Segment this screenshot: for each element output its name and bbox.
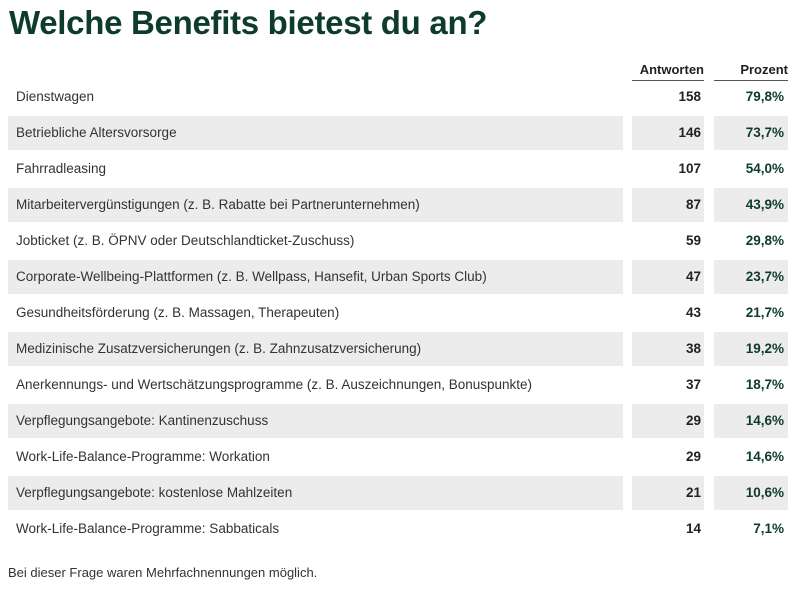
- row-answers: 87: [632, 188, 704, 222]
- table-row: Work-Life-Balance-Programme: Workation 29…: [8, 440, 790, 476]
- row-answers: 29: [685, 449, 701, 464]
- row-label: Work-Life-Balance-Programme: Workation: [16, 449, 270, 464]
- row-answers: 37: [685, 377, 701, 392]
- row-percent: 79,8%: [745, 89, 784, 104]
- row-answers: 14: [685, 521, 701, 536]
- table-row: Verpflegungsangebote: kostenlose Mahlzei…: [8, 476, 790, 512]
- table-row: Verpflegungsangebote: Kantinenzuschuss 29…: [8, 404, 790, 440]
- row-label: Betriebliche Altersvorsorge: [8, 116, 623, 150]
- table-row: Dienstwagen 158 79,8%: [8, 80, 790, 116]
- row-percent: 18,7%: [745, 377, 784, 392]
- table-body: Dienstwagen 158 79,8% Betriebliche Altersvo…: [8, 80, 790, 548]
- table-row: Jobticket (z. B. ÖPNV oder Deutschlandti…: [8, 224, 790, 260]
- row-label: Fahrradleasing: [16, 161, 107, 176]
- column-header-answers: Antworten: [632, 62, 704, 81]
- benefits-table: Antworten Prozent Dienstwagen 158 79,8% Bet…: [8, 58, 790, 548]
- row-percent: 14,6%: [745, 449, 784, 464]
- table-header: Antworten Prozent: [8, 58, 790, 81]
- table-row: Anerkennungs- und Wertschätzungsprogramm…: [8, 368, 790, 404]
- row-percent: 10,6%: [714, 476, 788, 510]
- row-label: Gesundheitsförderung (z. B. Massagen, Th…: [16, 305, 340, 320]
- column-header-percent: Prozent: [714, 62, 788, 81]
- row-percent: 54,0%: [745, 161, 784, 176]
- row-answers: 146: [632, 116, 704, 150]
- row-answers: 21: [632, 476, 704, 510]
- row-label: Work-Life-Balance-Programme: Sabbaticals: [16, 521, 280, 536]
- footnote: Bei dieser Frage waren Mehrfachnennungen…: [8, 565, 318, 580]
- page-title: Welche Benefits bietest du an?: [9, 4, 488, 41]
- row-percent: 21,7%: [745, 305, 784, 320]
- row-label: Jobticket (z. B. ÖPNV oder Deutschlandti…: [16, 233, 355, 248]
- row-label: Dienstwagen: [16, 89, 95, 104]
- row-percent: 73,7%: [714, 116, 788, 150]
- row-answers: 107: [678, 161, 701, 176]
- row-answers: 59: [685, 233, 701, 248]
- row-percent: 14,6%: [714, 404, 788, 438]
- table-row: Gesundheitsförderung (z. B. Massagen, Th…: [8, 296, 790, 332]
- row-answers: 43: [685, 305, 701, 320]
- table-row: Mitarbeitervergünstigungen (z. B. Rabatt…: [8, 188, 790, 224]
- table-row: Medizinische Zusatzversicherungen (z. B.…: [8, 332, 790, 368]
- row-answers: 29: [632, 404, 704, 438]
- row-label: Medizinische Zusatzversicherungen (z. B.…: [8, 332, 623, 366]
- row-label: Verpflegungsangebote: Kantinenzuschuss: [8, 404, 623, 438]
- row-percent: 23,7%: [714, 260, 788, 294]
- row-answers: 47: [632, 260, 704, 294]
- row-answers: 38: [632, 332, 704, 366]
- table-row: Corporate-Wellbeing-Plattformen (z. B. W…: [8, 260, 790, 296]
- row-answers: 158: [678, 89, 701, 104]
- table-row: Betriebliche Altersvorsorge 146 73,7%: [8, 116, 790, 152]
- row-label: Verpflegungsangebote: kostenlose Mahlzei…: [8, 476, 623, 510]
- table-row: Fahrradleasing 107 54,0%: [8, 152, 790, 188]
- row-percent: 7,1%: [753, 521, 784, 536]
- row-percent: 29,8%: [745, 233, 784, 248]
- table-row: Work-Life-Balance-Programme: Sabbaticals…: [8, 512, 790, 548]
- row-label: Mitarbeitervergünstigungen (z. B. Rabatt…: [8, 188, 623, 222]
- row-percent: 19,2%: [714, 332, 788, 366]
- row-label: Corporate-Wellbeing-Plattformen (z. B. W…: [8, 260, 623, 294]
- row-percent: 43,9%: [714, 188, 788, 222]
- row-label: Anerkennungs- und Wertschätzungsprogramm…: [16, 377, 533, 392]
